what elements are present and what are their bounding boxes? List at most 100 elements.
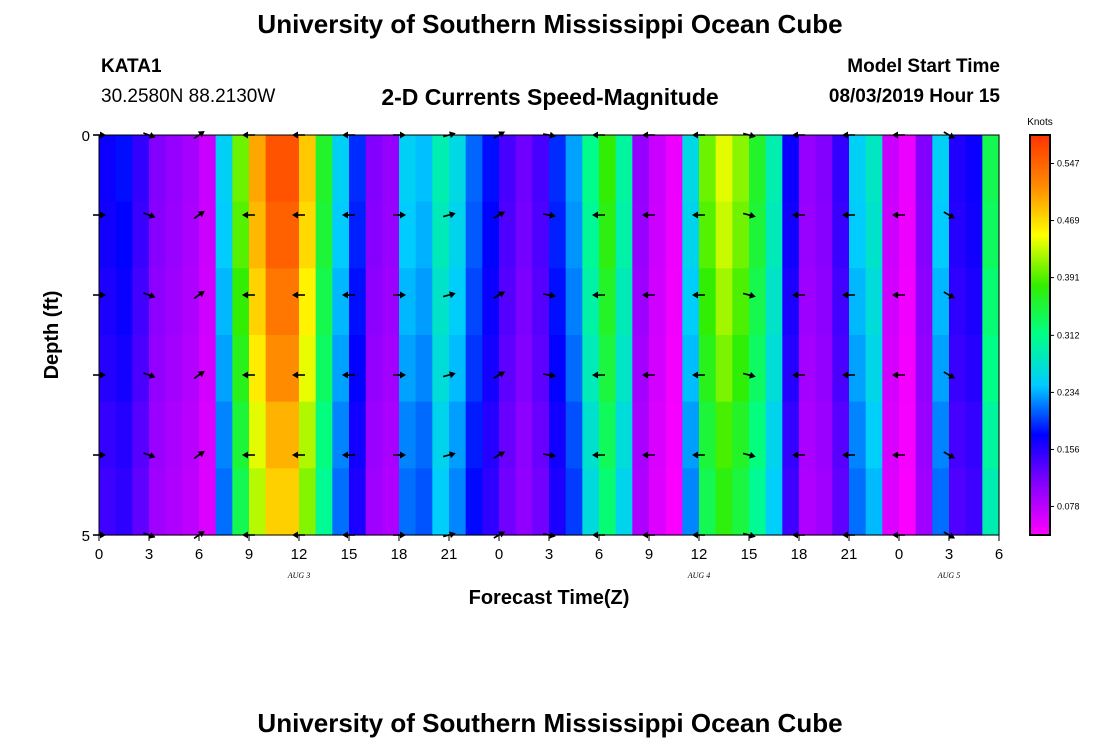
- current-arrow: [442, 531, 456, 539]
- heatmap-cell: [899, 268, 917, 336]
- arrow-head: [342, 131, 348, 139]
- heatmap-cells: [99, 135, 1000, 536]
- heatmap-cell: [899, 335, 917, 403]
- current-arrow: [642, 451, 655, 459]
- heatmap-cell: [432, 468, 450, 536]
- heatmap-cell: [165, 135, 183, 203]
- current-arrow: [792, 291, 805, 299]
- current-arrow: [943, 211, 956, 219]
- arrow-head: [197, 290, 205, 298]
- x-tick-label: 3: [945, 546, 953, 563]
- arrow-head: [549, 291, 556, 299]
- heatmap-cell: [499, 401, 517, 469]
- arrow-head: [148, 292, 156, 299]
- heatmap-cell: [365, 268, 383, 336]
- arrow-head: [342, 451, 348, 459]
- heatmap-cell: [932, 401, 950, 469]
- heatmap-cell: [815, 335, 833, 403]
- arrow-head: [749, 291, 756, 299]
- heatmap-cell: [965, 468, 983, 536]
- date-label: AUG 4: [687, 571, 710, 580]
- heatmap-cell: [99, 335, 117, 403]
- heatmap-cell: [399, 468, 417, 536]
- arrow-head: [948, 212, 956, 219]
- heatmap-cell: [715, 268, 733, 336]
- heatmap-cell: [665, 468, 683, 536]
- arrow-head: [692, 131, 698, 139]
- arrow-head: [242, 531, 248, 539]
- current-arrow: [393, 211, 406, 219]
- heatmap-cell: [115, 401, 133, 469]
- current-arrow: [342, 291, 355, 299]
- heatmap-cell: [99, 468, 117, 536]
- heatmap-cell: [565, 268, 583, 336]
- heatmap-cell: [249, 201, 267, 269]
- current-arrow: [542, 451, 556, 459]
- arrow-head: [592, 531, 598, 539]
- heatmap-cell: [815, 201, 833, 269]
- current-arrow: [193, 450, 205, 460]
- heatmap-cell: [932, 201, 950, 269]
- arrow-head: [400, 211, 406, 219]
- heatmap-cell: [399, 135, 417, 203]
- heatmap-cell: [215, 401, 233, 469]
- arrow-head: [342, 211, 348, 219]
- arrow-head: [498, 531, 506, 538]
- arrow-head: [792, 531, 798, 539]
- current-arrow: [692, 451, 705, 459]
- heatmap-cell: [949, 335, 967, 403]
- colorbar-tick-label: 0.078: [1057, 501, 1080, 511]
- x-tick-label: 12: [691, 546, 708, 563]
- heatmap-cell: [99, 268, 117, 336]
- current-arrow: [493, 131, 506, 139]
- arrow-head: [692, 451, 698, 459]
- current-arrow: [442, 451, 456, 459]
- heatmap-cell: [199, 268, 217, 336]
- heatmap-cell: [132, 468, 150, 536]
- heatmap-cell: [832, 401, 850, 469]
- arrow-head: [842, 291, 848, 299]
- current-arrow: [592, 451, 605, 459]
- heatmap-cell: [399, 201, 417, 269]
- heatmap-cell: [415, 268, 433, 336]
- heatmap-cell: [849, 335, 867, 403]
- colorbar: Knots 0.547 0.469 0.391 0.312 0.234 0.156 0.078: [1027, 117, 1080, 536]
- heatmap-cell: [849, 268, 867, 336]
- heatmap-cell: [215, 335, 233, 403]
- heatmap-cell: [415, 468, 433, 536]
- heatmap-cell: [549, 468, 567, 536]
- arrow-head: [498, 451, 506, 458]
- heatmap-cell: [899, 401, 917, 469]
- current-arrows: [93, 130, 956, 540]
- station-coordinates: 30.2580N 88.2130W: [101, 86, 276, 107]
- heatmap-cell: [182, 201, 200, 269]
- current-arrow: [642, 371, 655, 379]
- heatmap-cell: [515, 468, 533, 536]
- heatmap-cell: [415, 135, 433, 203]
- heatmap-cell: [899, 468, 917, 536]
- current-arrow: [692, 291, 705, 299]
- arrow-head: [749, 211, 756, 219]
- heatmap-cell: [215, 135, 233, 203]
- arrow-head: [148, 212, 156, 219]
- arrow-head: [400, 451, 406, 459]
- current-arrow: [143, 132, 156, 139]
- heatmap-cell: [132, 268, 150, 336]
- x-tick-label: 0: [895, 546, 903, 563]
- heatmap-cell: [715, 335, 733, 403]
- arrow-head: [292, 291, 298, 299]
- current-arrow: [242, 291, 255, 299]
- arrow-head: [892, 531, 898, 539]
- heatmap-cell: [349, 135, 367, 203]
- arrow-head: [449, 291, 456, 299]
- current-arrow: [292, 211, 305, 219]
- heatmap-cell: [282, 268, 300, 336]
- heatmap-cell: [532, 335, 550, 403]
- page-title: University of Southern Mississippi Ocean…: [257, 9, 843, 39]
- heatmap-cell: [165, 201, 183, 269]
- x-tick-label: 0: [95, 546, 103, 563]
- heatmap-cell: [649, 201, 667, 269]
- x-tick-label: 6: [595, 546, 603, 563]
- arrow-head: [498, 131, 506, 138]
